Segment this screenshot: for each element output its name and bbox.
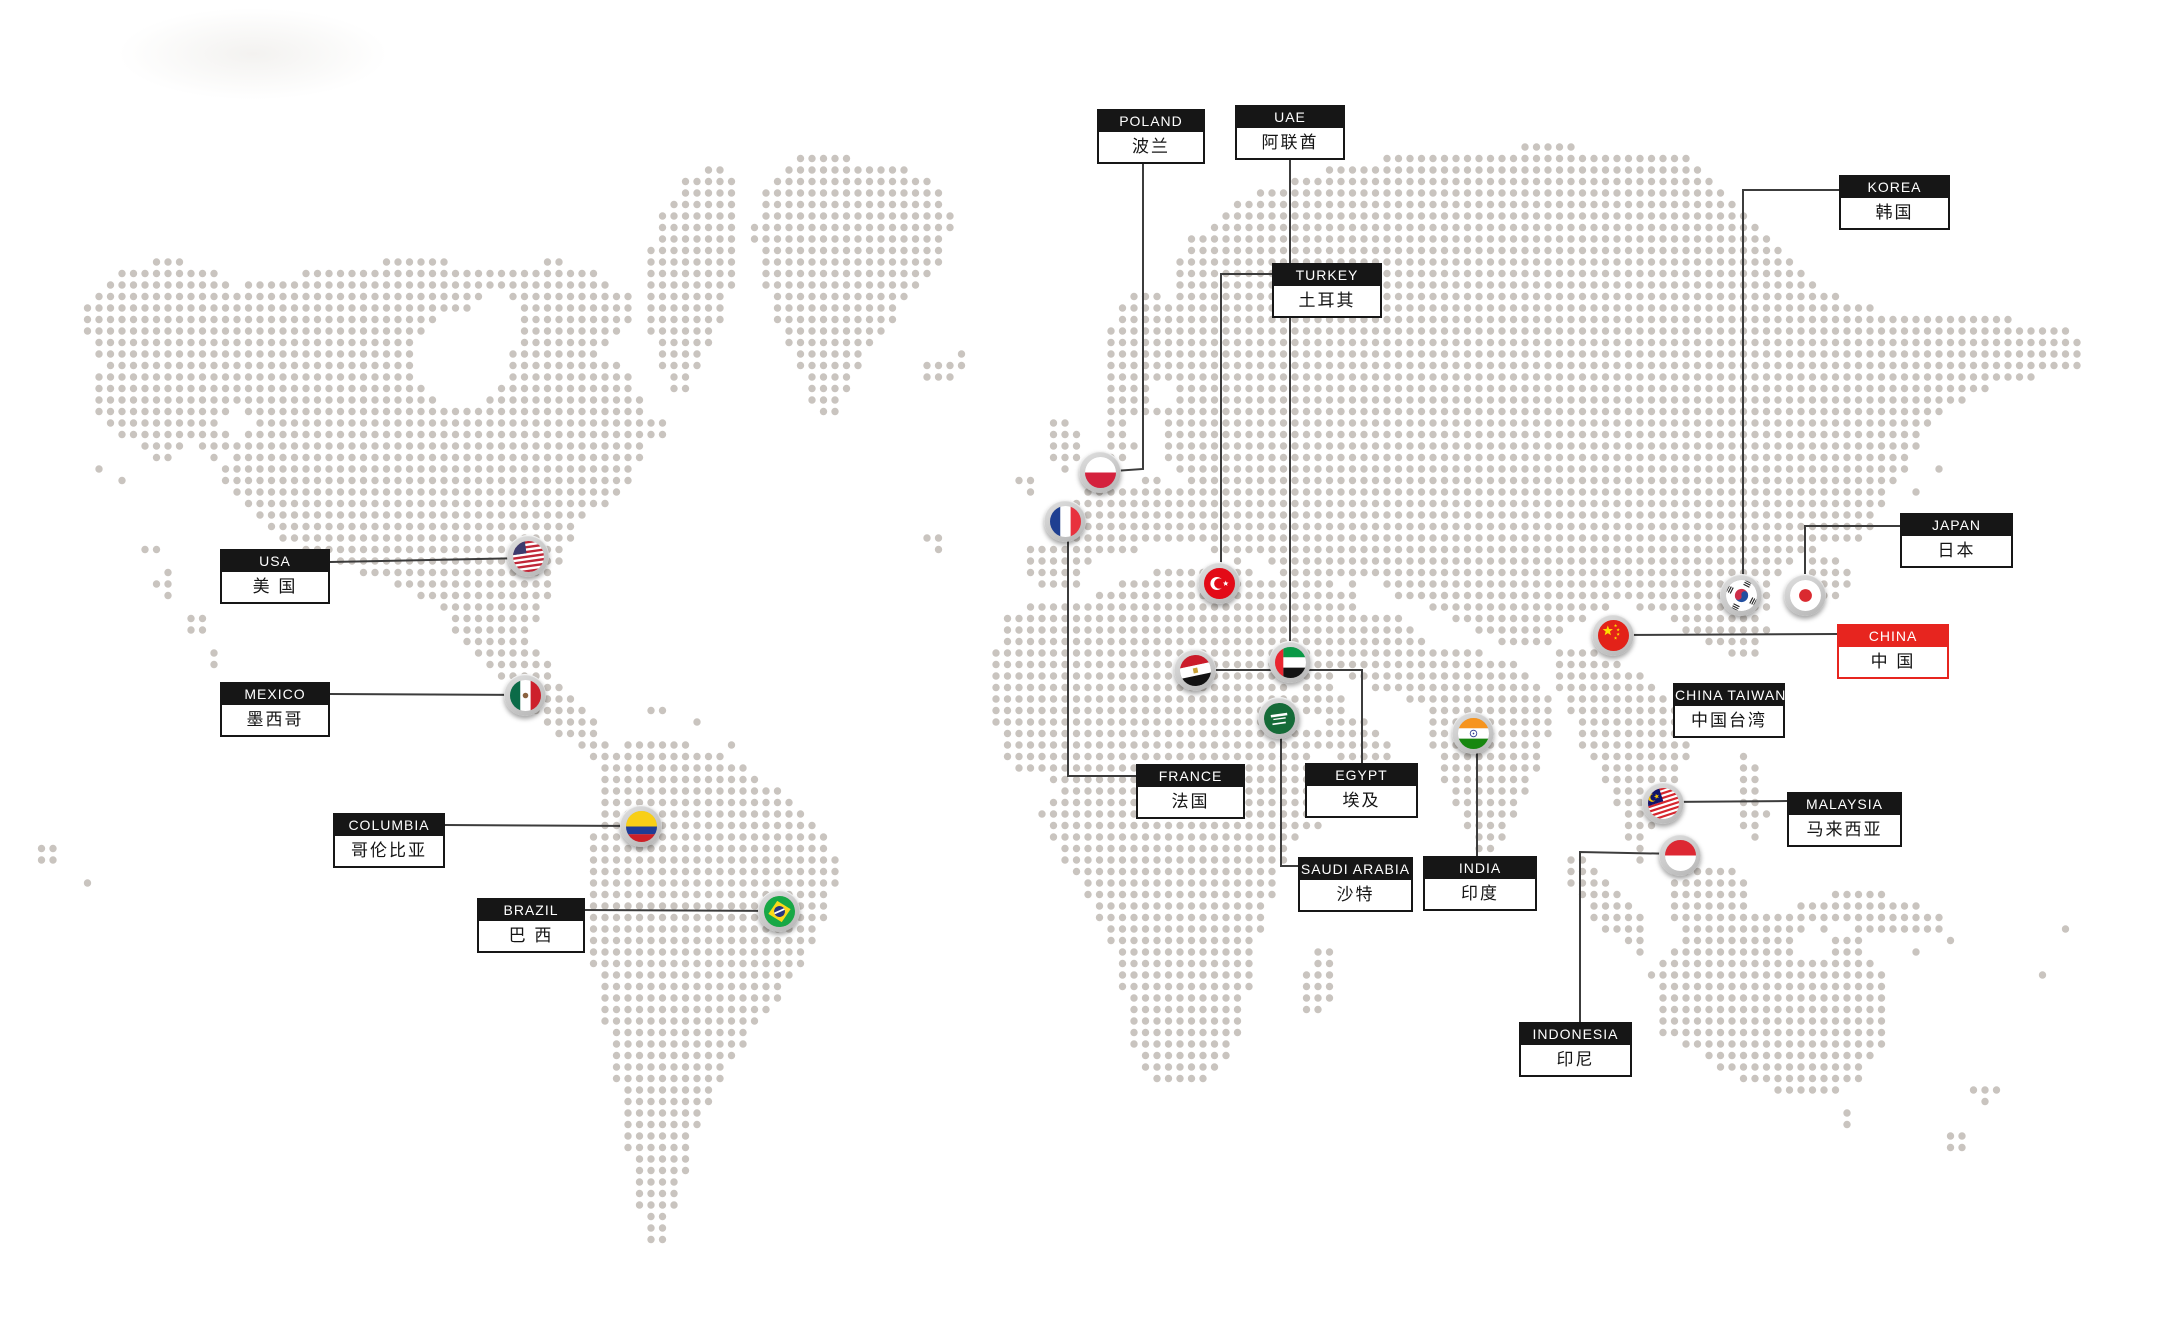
flag-uae-marker — [1269, 641, 1311, 683]
country-name-cn: 埃及 — [1307, 786, 1416, 816]
country-name-cn: 波兰 — [1099, 132, 1203, 162]
flag-china-icon — [1597, 619, 1629, 651]
flag-egypt-icon — [1179, 654, 1211, 686]
flag-colombia-icon — [625, 810, 657, 842]
flag-mexico-icon — [509, 679, 541, 711]
flag-brazil-marker — [758, 890, 800, 932]
flag-poland-marker — [1079, 451, 1121, 493]
label-saudi: SAUDI ARABIA 沙特 — [1298, 857, 1413, 912]
flag-uae-icon — [1274, 646, 1306, 678]
label-poland: POLAND 波兰 — [1097, 109, 1205, 164]
label-mexico: MEXICO 墨西哥 — [220, 682, 330, 737]
country-name-en: USA — [222, 551, 328, 572]
label-brazil: BRAZIL 巴 西 — [477, 898, 585, 953]
flag-turkey-icon — [1203, 567, 1235, 599]
flag-poland-icon — [1084, 456, 1116, 488]
country-name-en: MEXICO — [222, 684, 328, 705]
country-name-cn: 马来西亚 — [1789, 815, 1900, 845]
country-name-cn: 韩国 — [1841, 198, 1948, 228]
country-name-en: EGYPT — [1307, 765, 1416, 786]
country-name-cn: 阿联酋 — [1237, 128, 1343, 158]
country-name-cn: 法国 — [1138, 787, 1243, 817]
country-name-en: POLAND — [1099, 111, 1203, 132]
label-columbia: COLUMBIA 哥伦比亚 — [333, 813, 445, 868]
flag-korea-marker — [1720, 574, 1762, 616]
country-name-en: JAPAN — [1902, 515, 2011, 536]
flag-turkey-marker — [1198, 562, 1240, 604]
country-name-cn: 哥伦比亚 — [335, 836, 443, 866]
label-japan: JAPAN 日本 — [1900, 513, 2013, 568]
country-name-en: MALAYSIA — [1789, 794, 1900, 815]
country-name-cn: 日本 — [1902, 536, 2011, 566]
flag-india-marker — [1452, 712, 1494, 754]
label-china: CHINA 中 国 — [1837, 624, 1949, 679]
flag-usa-icon — [512, 540, 544, 572]
background-smudge — [118, 8, 388, 100]
flag-france-icon — [1049, 505, 1081, 537]
country-name-cn: 中 国 — [1839, 647, 1947, 677]
label-korea: KOREA 韩国 — [1839, 175, 1950, 230]
flag-malaysia-icon — [1647, 787, 1679, 819]
country-name-en: TURKEY — [1274, 265, 1380, 286]
country-name-cn: 墨西哥 — [222, 705, 328, 735]
flag-usa-marker — [507, 535, 549, 577]
country-name-cn: 土耳其 — [1274, 286, 1380, 316]
country-name-cn: 巴 西 — [479, 921, 583, 951]
label-france: FRANCE 法国 — [1136, 764, 1245, 819]
flag-france-marker — [1044, 500, 1086, 542]
country-name-cn: 印尼 — [1521, 1045, 1630, 1075]
flag-saudi-arabia-marker — [1258, 697, 1300, 739]
flag-malaysia-marker — [1642, 782, 1684, 824]
flag-korea-icon — [1725, 579, 1757, 611]
flag-colombia-marker — [620, 805, 662, 847]
flag-india-icon — [1457, 717, 1489, 749]
country-name-en: KOREA — [1841, 177, 1948, 198]
country-name-cn: 美 国 — [222, 572, 328, 602]
country-name-en: INDIA — [1425, 858, 1535, 879]
label-egypt: EGYPT 埃及 — [1305, 763, 1418, 818]
flag-japan-marker — [1784, 574, 1826, 616]
country-name-en: SAUDI ARABIA — [1300, 859, 1411, 880]
label-taiwan: CHINA TAIWAN 中国台湾 — [1673, 683, 1785, 738]
country-name-cn: 印度 — [1425, 879, 1535, 909]
flag-indonesia-icon — [1664, 839, 1696, 871]
flag-japan-icon — [1789, 579, 1821, 611]
flag-brazil-icon — [763, 895, 795, 927]
country-name-en: UAE — [1237, 107, 1343, 128]
label-usa: USA 美 国 — [220, 549, 330, 604]
flag-egypt-marker — [1174, 649, 1216, 691]
country-name-cn: 中国台湾 — [1675, 706, 1783, 736]
country-name-en: FRANCE — [1138, 766, 1243, 787]
country-name-en: BRAZIL — [479, 900, 583, 921]
flag-indonesia-marker — [1659, 834, 1701, 876]
country-name-en: COLUMBIA — [335, 815, 443, 836]
label-malaysia: MALAYSIA 马来西亚 — [1787, 792, 1902, 847]
country-name-en: CHINA — [1839, 626, 1947, 647]
label-india: INDIA 印度 — [1423, 856, 1537, 911]
country-name-en: CHINA TAIWAN — [1675, 685, 1785, 706]
flag-mexico-marker — [504, 674, 546, 716]
country-name-en: INDONESIA — [1521, 1024, 1630, 1045]
label-indonesia: INDONESIA 印尼 — [1519, 1022, 1632, 1077]
label-uae: UAE 阿联酋 — [1235, 105, 1345, 160]
country-name-cn: 沙特 — [1300, 880, 1411, 910]
flag-saudi-arabia-icon — [1263, 702, 1295, 734]
flag-china-marker — [1592, 614, 1634, 656]
label-turkey: TURKEY 土耳其 — [1272, 263, 1382, 318]
